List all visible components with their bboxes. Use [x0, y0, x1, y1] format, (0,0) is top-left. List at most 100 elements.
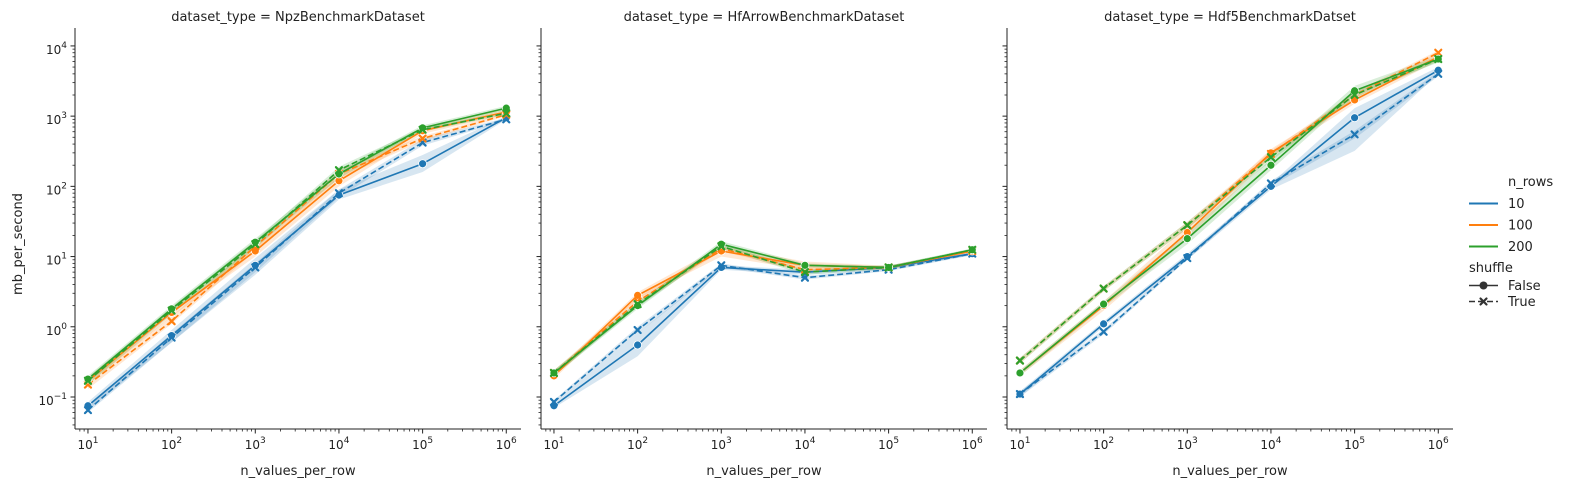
data-point-x: [633, 325, 642, 335]
x-tick-label: 102: [627, 436, 648, 452]
legend-marker-circle-icon: [1479, 281, 1488, 290]
x-tick-label: 106: [962, 436, 983, 452]
x-tick-label: 105: [1344, 436, 1365, 452]
data-point-x: [251, 263, 260, 272]
chart-panel-1: dataset_type = NpzBenchmarkDataset 101 102…: [38, 10, 521, 479]
panel-title: dataset_type = NpzBenchmarkDataset: [171, 10, 425, 25]
series-line-n200-shuffle-true: [553, 245, 973, 374]
series-line-n200-shuffle-true: [1019, 58, 1439, 362]
data-point-x: [1434, 54, 1443, 64]
data-point-x: [1015, 389, 1025, 399]
confidence-band-n10-shuffle-false: [1019, 67, 1439, 397]
data-point-x: [83, 406, 93, 415]
x-tick-label: 104: [1260, 436, 1281, 452]
x-axis-label: n_values_per_row: [240, 464, 356, 479]
chart-panels: dataset_type = NpzBenchmarkDataset 101 102…: [38, 10, 1453, 479]
series-line-n10-shuffle-true: [1019, 73, 1439, 395]
x-tick-label: 104: [328, 436, 349, 452]
x-tick-label: 106: [496, 436, 517, 452]
x-tick-label: 105: [878, 436, 899, 452]
data-point-x: [83, 376, 93, 385]
panel-title: dataset_type = Hdf5BenchmarkDatset: [1104, 10, 1356, 25]
data-point-x: [1266, 153, 1276, 162]
data-point-x: [968, 245, 977, 254]
data-point-x: [167, 317, 176, 326]
series-line-n200-shuffle-false: [1019, 58, 1439, 374]
y-tick-label: 104: [46, 41, 67, 57]
data-point-circle: [1182, 252, 1192, 261]
x-tick-label: 103: [245, 436, 266, 452]
data-point-x: [633, 300, 642, 309]
data-point-circle: [1182, 234, 1192, 244]
x-tick-label: 101: [1009, 436, 1030, 452]
data-point-x: [717, 242, 726, 251]
x-tick-label: 105: [412, 436, 433, 452]
chart-panel-2: dataset_type = HfArrowBenchmarkDataset 10…: [536, 10, 987, 479]
confidence-band-n10-shuffle-false: [553, 252, 973, 408]
data-point-x: [1350, 90, 1359, 100]
series-line-n200-shuffle-true: [87, 112, 507, 382]
confidence-band-n10-shuffle-false: [87, 116, 507, 411]
x-tick-label: 102: [1093, 436, 1114, 452]
confidence-band-n10-shuffle-true: [87, 117, 507, 413]
legend-hue-title: n_rows: [1508, 175, 1553, 190]
data-point-circle: [167, 331, 177, 340]
data-point-x: [1183, 254, 1192, 263]
x-axis-label: n_values_per_row: [706, 464, 822, 479]
data-point-x: [800, 268, 810, 277]
x-tick-label: 106: [1428, 436, 1449, 452]
data-point-x: [800, 273, 810, 282]
data-point-x: [717, 261, 726, 270]
series-line-n10-shuffle-false: [553, 252, 973, 407]
data-point-x: [884, 263, 893, 272]
y-tick-label: 101: [46, 252, 67, 268]
data-point-x: [502, 109, 511, 118]
data-point-x: [1099, 284, 1108, 293]
data-point-x: [167, 333, 176, 342]
y-tick-label: 100: [46, 322, 67, 338]
legend-label-10: 10: [1508, 197, 1525, 212]
legend-label-false: False: [1508, 279, 1541, 294]
data-point-circle: [167, 304, 177, 314]
legend-style-title: shuffle: [1469, 261, 1513, 276]
chart-panel-3: dataset_type = Hdf5BenchmarkDatset 101 102…: [1002, 10, 1453, 479]
data-point-circle: [1266, 160, 1276, 170]
data-point-x: [334, 189, 344, 198]
data-point-x: [167, 306, 176, 315]
data-point-circle: [633, 340, 643, 350]
x-tick-label: 104: [794, 436, 815, 452]
data-point-circle: [250, 260, 260, 270]
data-point-x: [549, 397, 559, 407]
data-point-circle: [1099, 319, 1109, 329]
series-line-n200-shuffle-false: [553, 243, 973, 374]
series-line-n10-shuffle-false: [87, 116, 507, 407]
confidence-band-n10-shuffle-true: [1019, 71, 1439, 397]
data-point-circle: [334, 190, 344, 200]
y-tick-label: 10−1: [38, 392, 67, 408]
y-tick-label: 102: [46, 181, 67, 197]
panel-title: dataset_type = HfArrowBenchmarkDataset: [624, 10, 905, 25]
data-point-circle: [1015, 368, 1025, 378]
data-point-x: [549, 368, 559, 378]
data-point-x: [1266, 179, 1276, 188]
series-line-n100-shuffle-false: [1019, 56, 1439, 374]
data-point-x: [1434, 48, 1443, 57]
data-point-circle: [83, 374, 93, 384]
x-axis-label: n_values_per_row: [1172, 464, 1288, 479]
legend-label-200: 200: [1508, 240, 1533, 255]
data-point-x: [1183, 221, 1192, 230]
data-point-circle: [1099, 299, 1109, 309]
confidence-band-n200-shuffle-true: [553, 244, 973, 376]
x-tick-label: 101: [77, 436, 98, 452]
confidence-band-n10-shuffle-true: [553, 252, 973, 404]
data-point-x: [1350, 130, 1359, 139]
data-point-circle: [633, 290, 643, 300]
x-tick-label: 102: [161, 436, 182, 452]
series-line-n10-shuffle-true: [553, 252, 973, 403]
y-tick-label: 103: [46, 111, 67, 127]
data-point-x: [418, 134, 427, 143]
series-line-n100-shuffle-true: [87, 113, 507, 386]
data-point-x: [418, 125, 427, 134]
data-point-circle: [250, 237, 260, 247]
